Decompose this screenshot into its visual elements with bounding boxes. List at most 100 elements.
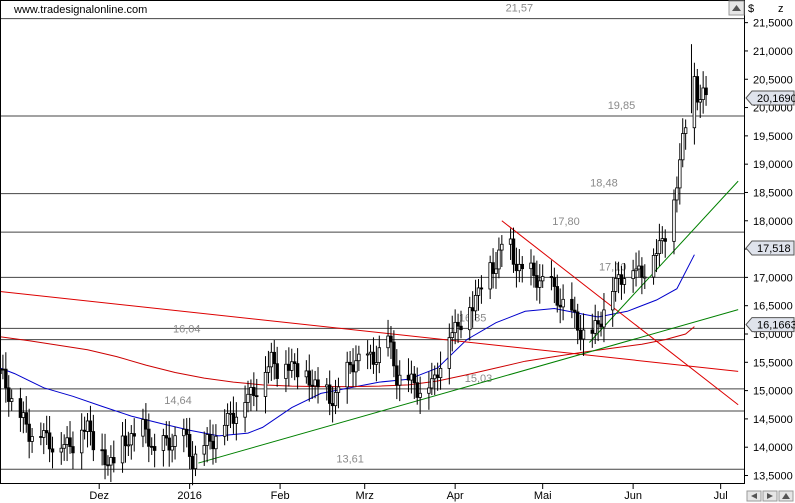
candle — [672, 189, 676, 255]
candle — [692, 62, 697, 145]
candle-body — [202, 445, 206, 455]
candle-body — [24, 412, 28, 425]
candle-body — [695, 76, 700, 103]
candle — [552, 267, 557, 304]
candle-body — [371, 351, 376, 365]
level-label-0: 21,57 — [506, 3, 534, 15]
candle-body — [205, 434, 209, 446]
resize-handle-right[interactable] — [762, 490, 778, 502]
candle-body — [590, 329, 594, 334]
candle — [508, 228, 513, 260]
candle-body — [351, 364, 355, 373]
candle-body — [109, 457, 113, 466]
candle-body — [692, 76, 697, 129]
candle-body — [304, 370, 309, 378]
candle-body — [640, 265, 644, 278]
candle — [193, 445, 198, 477]
candle-body — [573, 309, 577, 313]
candle-body — [406, 374, 411, 381]
candle-body — [4, 368, 8, 389]
candle-body — [599, 323, 603, 328]
candle-body — [561, 298, 565, 308]
candle-body — [187, 434, 192, 457]
candle — [538, 264, 542, 304]
candle-body — [479, 287, 484, 290]
candle — [4, 352, 8, 403]
candle — [255, 378, 259, 412]
candle-body — [491, 262, 495, 274]
candle — [590, 313, 594, 348]
candle — [21, 401, 26, 434]
zoom-handle[interactable] — [778, 490, 794, 502]
candle-body — [345, 361, 349, 388]
candle-body — [575, 311, 580, 331]
candle — [187, 417, 192, 469]
y-tick-label: 21,0000 — [753, 46, 793, 58]
candle-body — [88, 420, 93, 432]
candle-body — [675, 187, 679, 201]
candle — [678, 143, 682, 205]
arrow-up-icon — [732, 5, 741, 11]
candle-body — [602, 309, 606, 328]
candle-body — [643, 276, 647, 279]
candle — [164, 421, 169, 446]
candle — [126, 431, 131, 456]
candle-body — [39, 436, 43, 438]
candle — [123, 419, 128, 463]
candle-body — [234, 416, 239, 424]
candle — [82, 416, 87, 440]
candle — [561, 284, 565, 321]
candle-body — [631, 270, 635, 280]
candle-body — [47, 432, 52, 450]
candle — [307, 354, 311, 402]
candle-body — [50, 448, 55, 453]
candle-body — [246, 393, 250, 403]
candle-body — [287, 363, 291, 371]
candle-body — [170, 446, 174, 451]
candle-body — [182, 428, 186, 437]
candle — [27, 408, 31, 459]
candle — [613, 261, 618, 302]
candle — [392, 330, 396, 378]
red-average-line — [0, 326, 695, 388]
resize-handle-left[interactable] — [746, 490, 762, 502]
candle-body — [193, 453, 198, 470]
candle-body — [368, 351, 373, 355]
candle-body — [225, 413, 230, 426]
candle-body — [438, 367, 443, 379]
candle — [695, 68, 700, 111]
candle — [643, 264, 647, 289]
candle — [30, 427, 34, 453]
candle — [330, 386, 335, 423]
candle-body — [701, 87, 705, 100]
candle — [316, 367, 320, 404]
candle-body — [9, 398, 14, 402]
candle-body — [252, 387, 256, 397]
candle — [65, 426, 69, 462]
candle — [479, 275, 484, 304]
x-tick-label: Mai — [534, 490, 552, 502]
candle — [675, 176, 679, 213]
short-term-support-trendline — [588, 180, 739, 343]
candle-body — [91, 431, 96, 451]
candle-body — [704, 87, 708, 96]
candle-body — [681, 133, 685, 161]
candle-body — [295, 363, 300, 378]
candle-body — [555, 286, 559, 306]
candle — [79, 413, 84, 470]
candle — [208, 419, 212, 450]
candle-body — [415, 382, 419, 398]
scroll-up-button[interactable] — [728, 0, 745, 16]
price-badge-label: 16,1663 — [757, 320, 795, 332]
candle-body — [144, 419, 148, 430]
candle — [284, 350, 288, 393]
y-tick-label: 20,0000 — [753, 103, 793, 115]
candle-body — [82, 429, 87, 432]
candle — [120, 421, 125, 473]
candle — [660, 226, 665, 254]
candle-body — [663, 238, 667, 242]
candle — [637, 250, 641, 278]
candle — [85, 412, 90, 448]
candle-body — [581, 329, 586, 340]
candle — [47, 416, 52, 463]
